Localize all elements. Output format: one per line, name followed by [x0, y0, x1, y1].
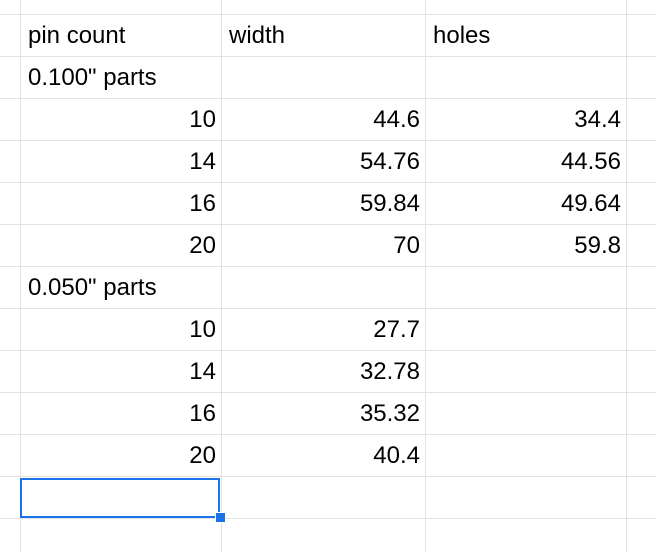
cell-holes[interactable]: 34.4: [574, 106, 621, 133]
column-divider: [20, 0, 21, 552]
column-divider: [221, 0, 222, 552]
cell-width[interactable]: 32.78: [359, 358, 420, 385]
table-row: 10 44.6 34.4: [0, 99, 656, 141]
cell-holes[interactable]: [426, 393, 626, 435]
row-divider: [0, 434, 656, 435]
cell[interactable]: [426, 267, 626, 309]
cell-pin-count[interactable]: 20: [189, 232, 216, 259]
table-row: 14 54.76 44.56: [0, 141, 656, 183]
row-divider: [0, 224, 656, 225]
cell-pin-count[interactable]: 10: [189, 316, 216, 343]
cell[interactable]: [426, 57, 626, 99]
cell-width[interactable]: 59.84: [359, 190, 420, 217]
cell-width[interactable]: 35.32: [359, 400, 420, 427]
column-divider: [425, 0, 426, 552]
cell[interactable]: [222, 267, 425, 309]
row-divider: [0, 392, 656, 393]
row-divider: [0, 266, 656, 267]
row-divider: [0, 308, 656, 309]
cell-pin-count[interactable]: 20: [189, 442, 216, 469]
cell-holes[interactable]: [426, 351, 626, 393]
cell-width[interactable]: 70: [393, 232, 420, 259]
table-row: 20 40.4: [0, 435, 656, 477]
cell-section-label[interactable]: 0.050" parts: [28, 274, 157, 301]
column-divider: [626, 0, 627, 552]
table-row: 14 32.78: [0, 351, 656, 393]
cell-pin-count[interactable]: 14: [189, 358, 216, 385]
cell-header-holes[interactable]: holes: [433, 22, 491, 49]
cell-width[interactable]: 44.6: [373, 106, 420, 133]
row-divider: [0, 56, 656, 57]
cell[interactable]: [222, 57, 425, 99]
table-row: pin count width holes: [0, 15, 656, 57]
row-divider: [0, 350, 656, 351]
fill-handle[interactable]: [215, 512, 226, 523]
cell-width[interactable]: 40.4: [373, 442, 420, 469]
cell-header-width[interactable]: width: [229, 22, 286, 49]
cell-pin-count[interactable]: 10: [189, 106, 216, 133]
cell-holes[interactable]: 44.56: [560, 148, 621, 175]
cell[interactable]: [222, 477, 425, 519]
table-row: 10 27.7: [0, 309, 656, 351]
table-row: 16 59.84 49.64: [0, 183, 656, 225]
cell-pin-count[interactable]: 16: [189, 190, 216, 217]
cell-holes[interactable]: [426, 309, 626, 351]
active-cell-selection[interactable]: [20, 478, 220, 518]
cell-pin-count[interactable]: 16: [189, 400, 216, 427]
cell-width[interactable]: 27.7: [373, 316, 420, 343]
row-divider: [0, 182, 656, 183]
table-row: 0.050" parts: [0, 267, 656, 309]
table-row: 16 35.32: [0, 393, 656, 435]
cell-holes[interactable]: 49.64: [560, 190, 621, 217]
row-divider: [0, 518, 656, 519]
row-divider: [0, 476, 656, 477]
cell[interactable]: [426, 477, 626, 519]
cell-section-label[interactable]: 0.100" parts: [28, 64, 157, 91]
cell-header-pin-count[interactable]: pin count: [28, 22, 126, 49]
row-divider: [0, 98, 656, 99]
cell-holes[interactable]: [426, 435, 626, 477]
row-divider: [0, 14, 656, 15]
table-row: 0.100" parts: [0, 57, 656, 99]
cell-width[interactable]: 54.76: [359, 148, 420, 175]
row-divider: [0, 140, 656, 141]
cell-holes[interactable]: 59.8: [574, 232, 621, 259]
cell-pin-count[interactable]: 14: [189, 148, 216, 175]
table-row: 20 70 59.8: [0, 225, 656, 267]
